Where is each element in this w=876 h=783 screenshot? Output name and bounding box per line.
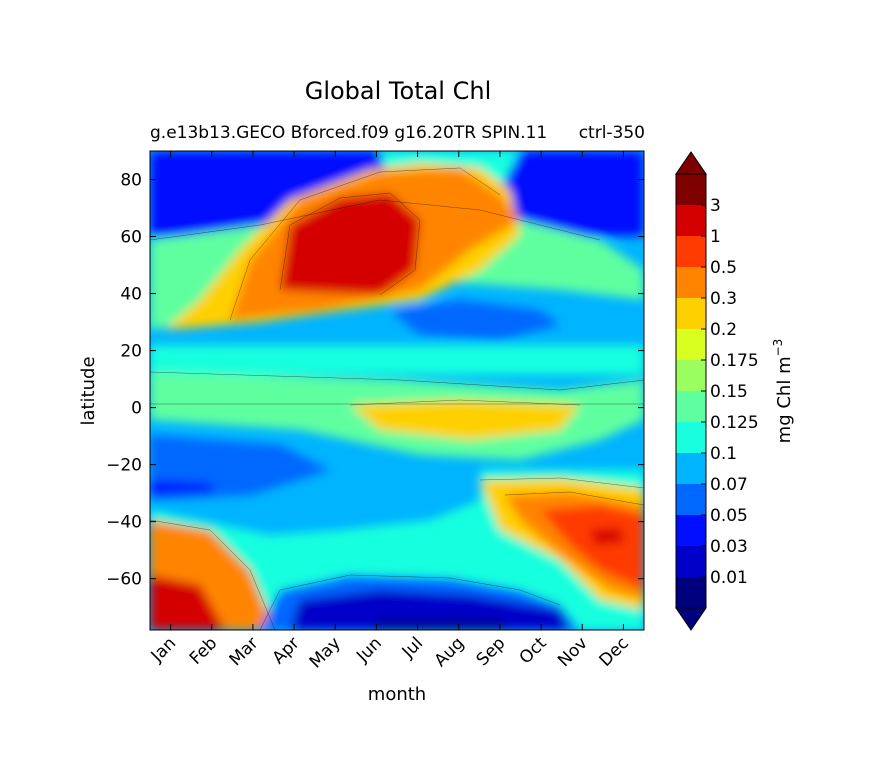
colorbar-swatch: [676, 360, 706, 391]
contour-lines-north: [150, 167, 601, 321]
y-axis: 80 60 40 20 0 −20 −40 −60: [106, 171, 644, 590]
colorbar-tick-label: 0.1: [710, 444, 737, 464]
colorbar-swatch: [676, 391, 706, 422]
x-tick-label: May: [306, 633, 345, 672]
contour-lines-equator: [150, 371, 644, 406]
colorbar-tick-label: 0.05: [710, 506, 748, 526]
chart-title: Global Total Chl: [305, 77, 492, 105]
colorbar-label: mg Chl m−3: [771, 339, 795, 444]
plot-frame: [149, 150, 645, 631]
colorbar-tick-label: 3: [710, 196, 721, 216]
x-tick-label: Nov: [554, 633, 592, 671]
colorbar-swatch: [676, 298, 706, 329]
x-tick-label: Jun: [352, 633, 386, 667]
field-south-subtropic-dark: [150, 480, 215, 495]
field-north-tropics: [150, 345, 644, 375]
x-tick-label: Oct: [516, 633, 551, 668]
y-tick-label: −40: [106, 513, 142, 533]
x-tick-label: Dec: [596, 633, 633, 670]
x-axis-label: month: [368, 684, 426, 705]
colorbar-swatch: [676, 453, 706, 484]
x-tick-label: Mar: [226, 633, 263, 670]
y-tick-label: 80: [120, 171, 142, 191]
x-tick-label: Sep: [473, 633, 510, 670]
field-northern-bloom-core: [280, 193, 420, 295]
colorbar-extend-min: [675, 607, 707, 631]
x-tick-label: Apr: [269, 633, 304, 668]
colorbar-tick-label: 0.3: [710, 289, 737, 309]
colorbar-tick-label: 0.5: [710, 258, 737, 278]
chart-subtitle-right: ctrl-350: [579, 123, 645, 143]
colorbar-swatch: [676, 577, 706, 608]
y-tick-label: 60: [120, 228, 142, 248]
x-tick-label: Jul: [398, 633, 427, 662]
colorbar-swatch: [676, 484, 706, 515]
plot-area: [150, 151, 644, 630]
contour-fields: [150, 151, 644, 630]
field-north-subtropic-low: [390, 300, 560, 340]
colorbar-tick-label: 0.15: [710, 382, 748, 402]
contour-lines-south: [150, 477, 644, 630]
field-equatorial-core: [350, 400, 580, 440]
colorbar-swatch: [676, 515, 706, 546]
colorbar: 0.01 0.03 0.05 0.07 0.1 0.125 0.15 0.175 0.2 0.3 0…: [675, 151, 759, 631]
field-antarctic-winter-deep: [370, 620, 510, 630]
colorbar-swatch: [676, 236, 706, 267]
colorbar-tick-label: 0.125: [710, 413, 759, 433]
colorbar-swatch: [676, 174, 706, 205]
field-southern-winter-core: [150, 575, 225, 630]
x-tick-label: Jan: [147, 633, 180, 666]
y-axis-label: latitude: [78, 356, 99, 425]
colorbar-swatch: [676, 329, 706, 360]
colorbar-tick-label: 0.01: [710, 568, 748, 588]
colorbar-tick-label: 0.07: [710, 475, 748, 495]
colorbar-swatch: [676, 267, 706, 298]
y-tick-label: 40: [120, 285, 142, 305]
y-tick-label: −20: [106, 456, 142, 476]
colorbar-tick-label: 0.175: [710, 351, 759, 371]
field-southern-summer-core: [540, 505, 644, 590]
colorbar-swatch: [676, 205, 706, 236]
y-tick-label: 20: [120, 342, 142, 362]
x-tick-label: Feb: [186, 633, 221, 668]
y-tick-label: −60: [106, 570, 142, 590]
colorbar-extend-max: [675, 151, 707, 175]
colorbar-swatch: [676, 422, 706, 453]
x-tick-label: Aug: [431, 633, 469, 671]
chart-subtitle: g.e13b13.GECO Bforced.f09 g16.20TR SPIN.…: [150, 123, 547, 143]
colorbar-swatch: [676, 546, 706, 577]
colorbar-tick-label: 1: [710, 227, 721, 247]
colorbar-label-exponent: −3: [771, 339, 785, 357]
y-tick-label: 0: [131, 399, 142, 419]
field-southern-summer-peak: [590, 528, 625, 545]
colorbar-tick-label: 0.03: [710, 537, 748, 557]
colorbar-label-text: mg Chl m: [774, 356, 795, 443]
colorbar-tick-label: 0.2: [710, 320, 737, 340]
